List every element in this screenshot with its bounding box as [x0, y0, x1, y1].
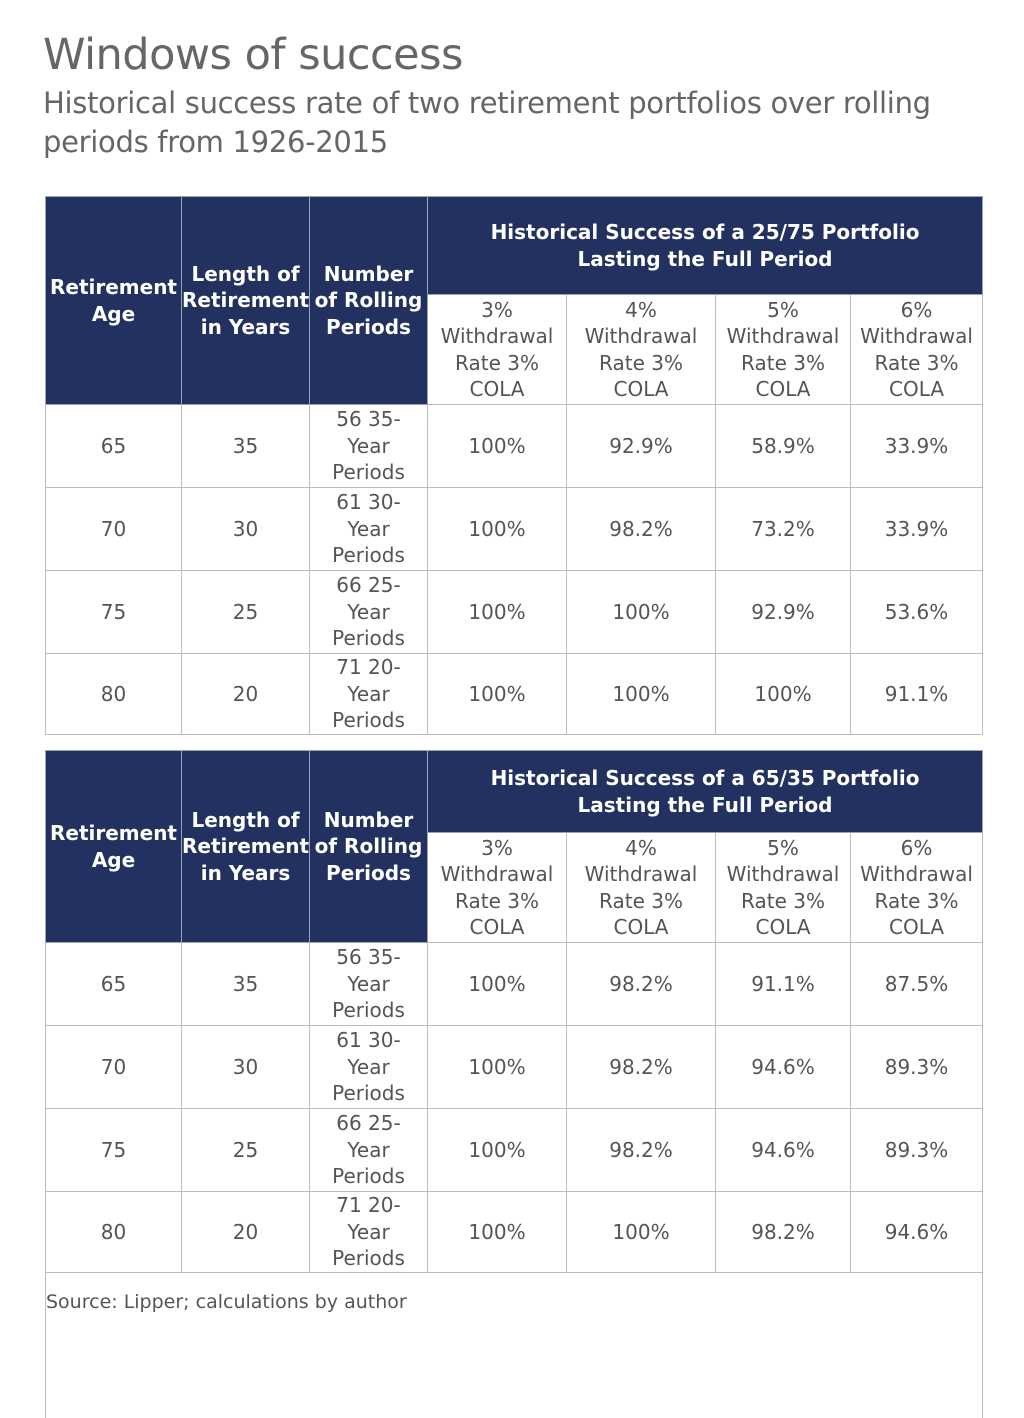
table-row: 75 25 66 25-Year Periods 100% 100% 92.9% 53.6%: [45, 570, 984, 654]
success-rate-cell: 98.2%: [566, 942, 716, 1026]
row-label-cell: 70: [45, 1025, 182, 1109]
success-rate-cell: 100%: [427, 942, 567, 1026]
row-label-cell: 30: [181, 487, 310, 571]
success-rate-cell: 100%: [427, 570, 567, 654]
success-rate-cell: 91.1%: [849, 653, 984, 735]
source-note: Source: Lipper; calculations by author: [46, 1291, 407, 1313]
success-rate-cell: 58.9%: [715, 404, 851, 488]
success-rate-cell: 94.6%: [715, 1108, 851, 1192]
success-rate-cell: 94.6%: [849, 1191, 984, 1273]
group-header: Historical Success of a 65/35 Portfolio …: [426, 750, 984, 833]
success-rate-cell: 100%: [427, 653, 567, 735]
row-label-cell: 20: [181, 1191, 310, 1273]
column-header: Retirement Age: [45, 750, 182, 943]
row-label-cell: 61 30-Year Periods: [309, 487, 428, 571]
success-rate-cell: 100%: [427, 1025, 567, 1109]
row-label-cell: 65: [45, 942, 182, 1026]
table-row: 65 35 56 35-Year Periods 100% 98.2% 91.1% 87.5…: [45, 942, 984, 1026]
row-label-cell: 80: [45, 1191, 182, 1273]
row-label-cell: 66 25-Year Periods: [309, 570, 428, 654]
row-label-cell: 71 20-Year Periods: [309, 653, 428, 735]
success-rate-cell: 33.9%: [849, 487, 984, 571]
footer: Source: Lipper; calculations by author: [45, 1249, 983, 1418]
row-label-cell: 65: [45, 404, 182, 488]
rate-column-header: 3% Withdrawal Rate 3% COLA: [427, 294, 567, 405]
rate-column-header: 5% Withdrawal Rate 3% COLA: [715, 294, 851, 405]
row-label-cell: 75: [45, 570, 182, 654]
success-rate-cell: 98.2%: [566, 487, 716, 571]
success-rate-cell: 98.2%: [566, 1025, 716, 1109]
column-header: Retirement Age: [45, 196, 182, 405]
row-label-cell: 25: [181, 1108, 310, 1192]
chart-title: Windows of success: [43, 30, 463, 80]
success-rate-cell: 100%: [566, 653, 716, 735]
row-label-cell: 30: [181, 1025, 310, 1109]
success-rate-cell: 98.2%: [566, 1108, 716, 1192]
table-row: 70 30 61 30-Year Periods 100% 98.2% 94.6% 89.3…: [45, 1025, 984, 1109]
rate-column-header: 6% Withdrawal Rate 3% COLA: [849, 832, 984, 943]
row-label-cell: 56 35-Year Periods: [309, 404, 428, 488]
success-rate-cell: 33.9%: [849, 404, 984, 488]
row-label-cell: 20: [181, 653, 310, 735]
rate-column-header: 6% Withdrawal Rate 3% COLA: [849, 294, 984, 405]
success-rate-cell: 100%: [566, 1191, 716, 1273]
success-rate-cell: 94.6%: [715, 1025, 851, 1109]
success-rate-cell: 100%: [427, 404, 567, 488]
table-row: 80 20 71 20-Year Periods 100% 100% 100% 91.1%: [45, 653, 984, 735]
rate-column-header: 4% Withdrawal Rate 3% COLA: [566, 832, 716, 943]
success-rate-cell: 92.9%: [566, 404, 716, 488]
chart-subtitle: Historical success rate of two retiremen…: [43, 86, 931, 159]
column-header: Number of Rolling Periods: [309, 196, 428, 405]
column-header: Length of Retirement in Years: [181, 196, 310, 405]
table-row: 75 25 66 25-Year Periods 100% 98.2% 94.6% 89.3…: [45, 1108, 984, 1192]
rate-column-header: 3% Withdrawal Rate 3% COLA: [427, 832, 567, 943]
success-rate-cell: 100%: [715, 653, 851, 735]
row-label-cell: 56 35-Year Periods: [309, 942, 428, 1026]
success-rate-cell: 100%: [427, 1191, 567, 1273]
rate-column-header: 5% Withdrawal Rate 3% COLA: [715, 832, 851, 943]
portfolio-table-65-35: Retirement Age Length of Retirement in Ye…: [45, 750, 984, 1273]
success-rate-cell: 100%: [427, 1108, 567, 1192]
success-rate-cell: 87.5%: [849, 942, 984, 1026]
table-row: 65 35 56 35-Year Periods 100% 92.9% 58.9% 33.9…: [45, 404, 984, 488]
row-label-cell: 70: [45, 487, 182, 571]
success-rate-cell: 100%: [427, 487, 567, 571]
success-rate-cell: 100%: [566, 570, 716, 654]
row-label-cell: 71 20-Year Periods: [309, 1191, 428, 1273]
column-header: Number of Rolling Periods: [309, 750, 428, 943]
success-rate-cell: 92.9%: [715, 570, 851, 654]
table-row: 80 20 71 20-Year Periods 100% 100% 98.2% 94.6%: [45, 1191, 984, 1273]
row-label-cell: 35: [181, 404, 310, 488]
success-rate-cell: 73.2%: [715, 487, 851, 571]
success-rate-cell: 53.6%: [849, 570, 984, 654]
rate-column-header: 4% Withdrawal Rate 3% COLA: [566, 294, 716, 405]
row-label-cell: 25: [181, 570, 310, 654]
success-rate-cell: 91.1%: [715, 942, 851, 1026]
table-row: 70 30 61 30-Year Periods 100% 98.2% 73.2% 33.9…: [45, 487, 984, 571]
success-rate-cell: 89.3%: [849, 1108, 984, 1192]
row-label-cell: 75: [45, 1108, 182, 1192]
portfolio-table-25-75: Retirement Age Length of Retirement in Ye…: [45, 196, 984, 735]
row-label-cell: 35: [181, 942, 310, 1026]
success-rate-cell: 89.3%: [849, 1025, 984, 1109]
row-label-cell: 80: [45, 653, 182, 735]
row-label-cell: 66 25-Year Periods: [309, 1108, 428, 1192]
row-label-cell: 61 30-Year Periods: [309, 1025, 428, 1109]
group-header: Historical Success of a 25/75 Portfolio …: [426, 196, 984, 295]
column-header: Length of Retirement in Years: [181, 750, 310, 943]
success-rate-cell: 98.2%: [715, 1191, 851, 1273]
